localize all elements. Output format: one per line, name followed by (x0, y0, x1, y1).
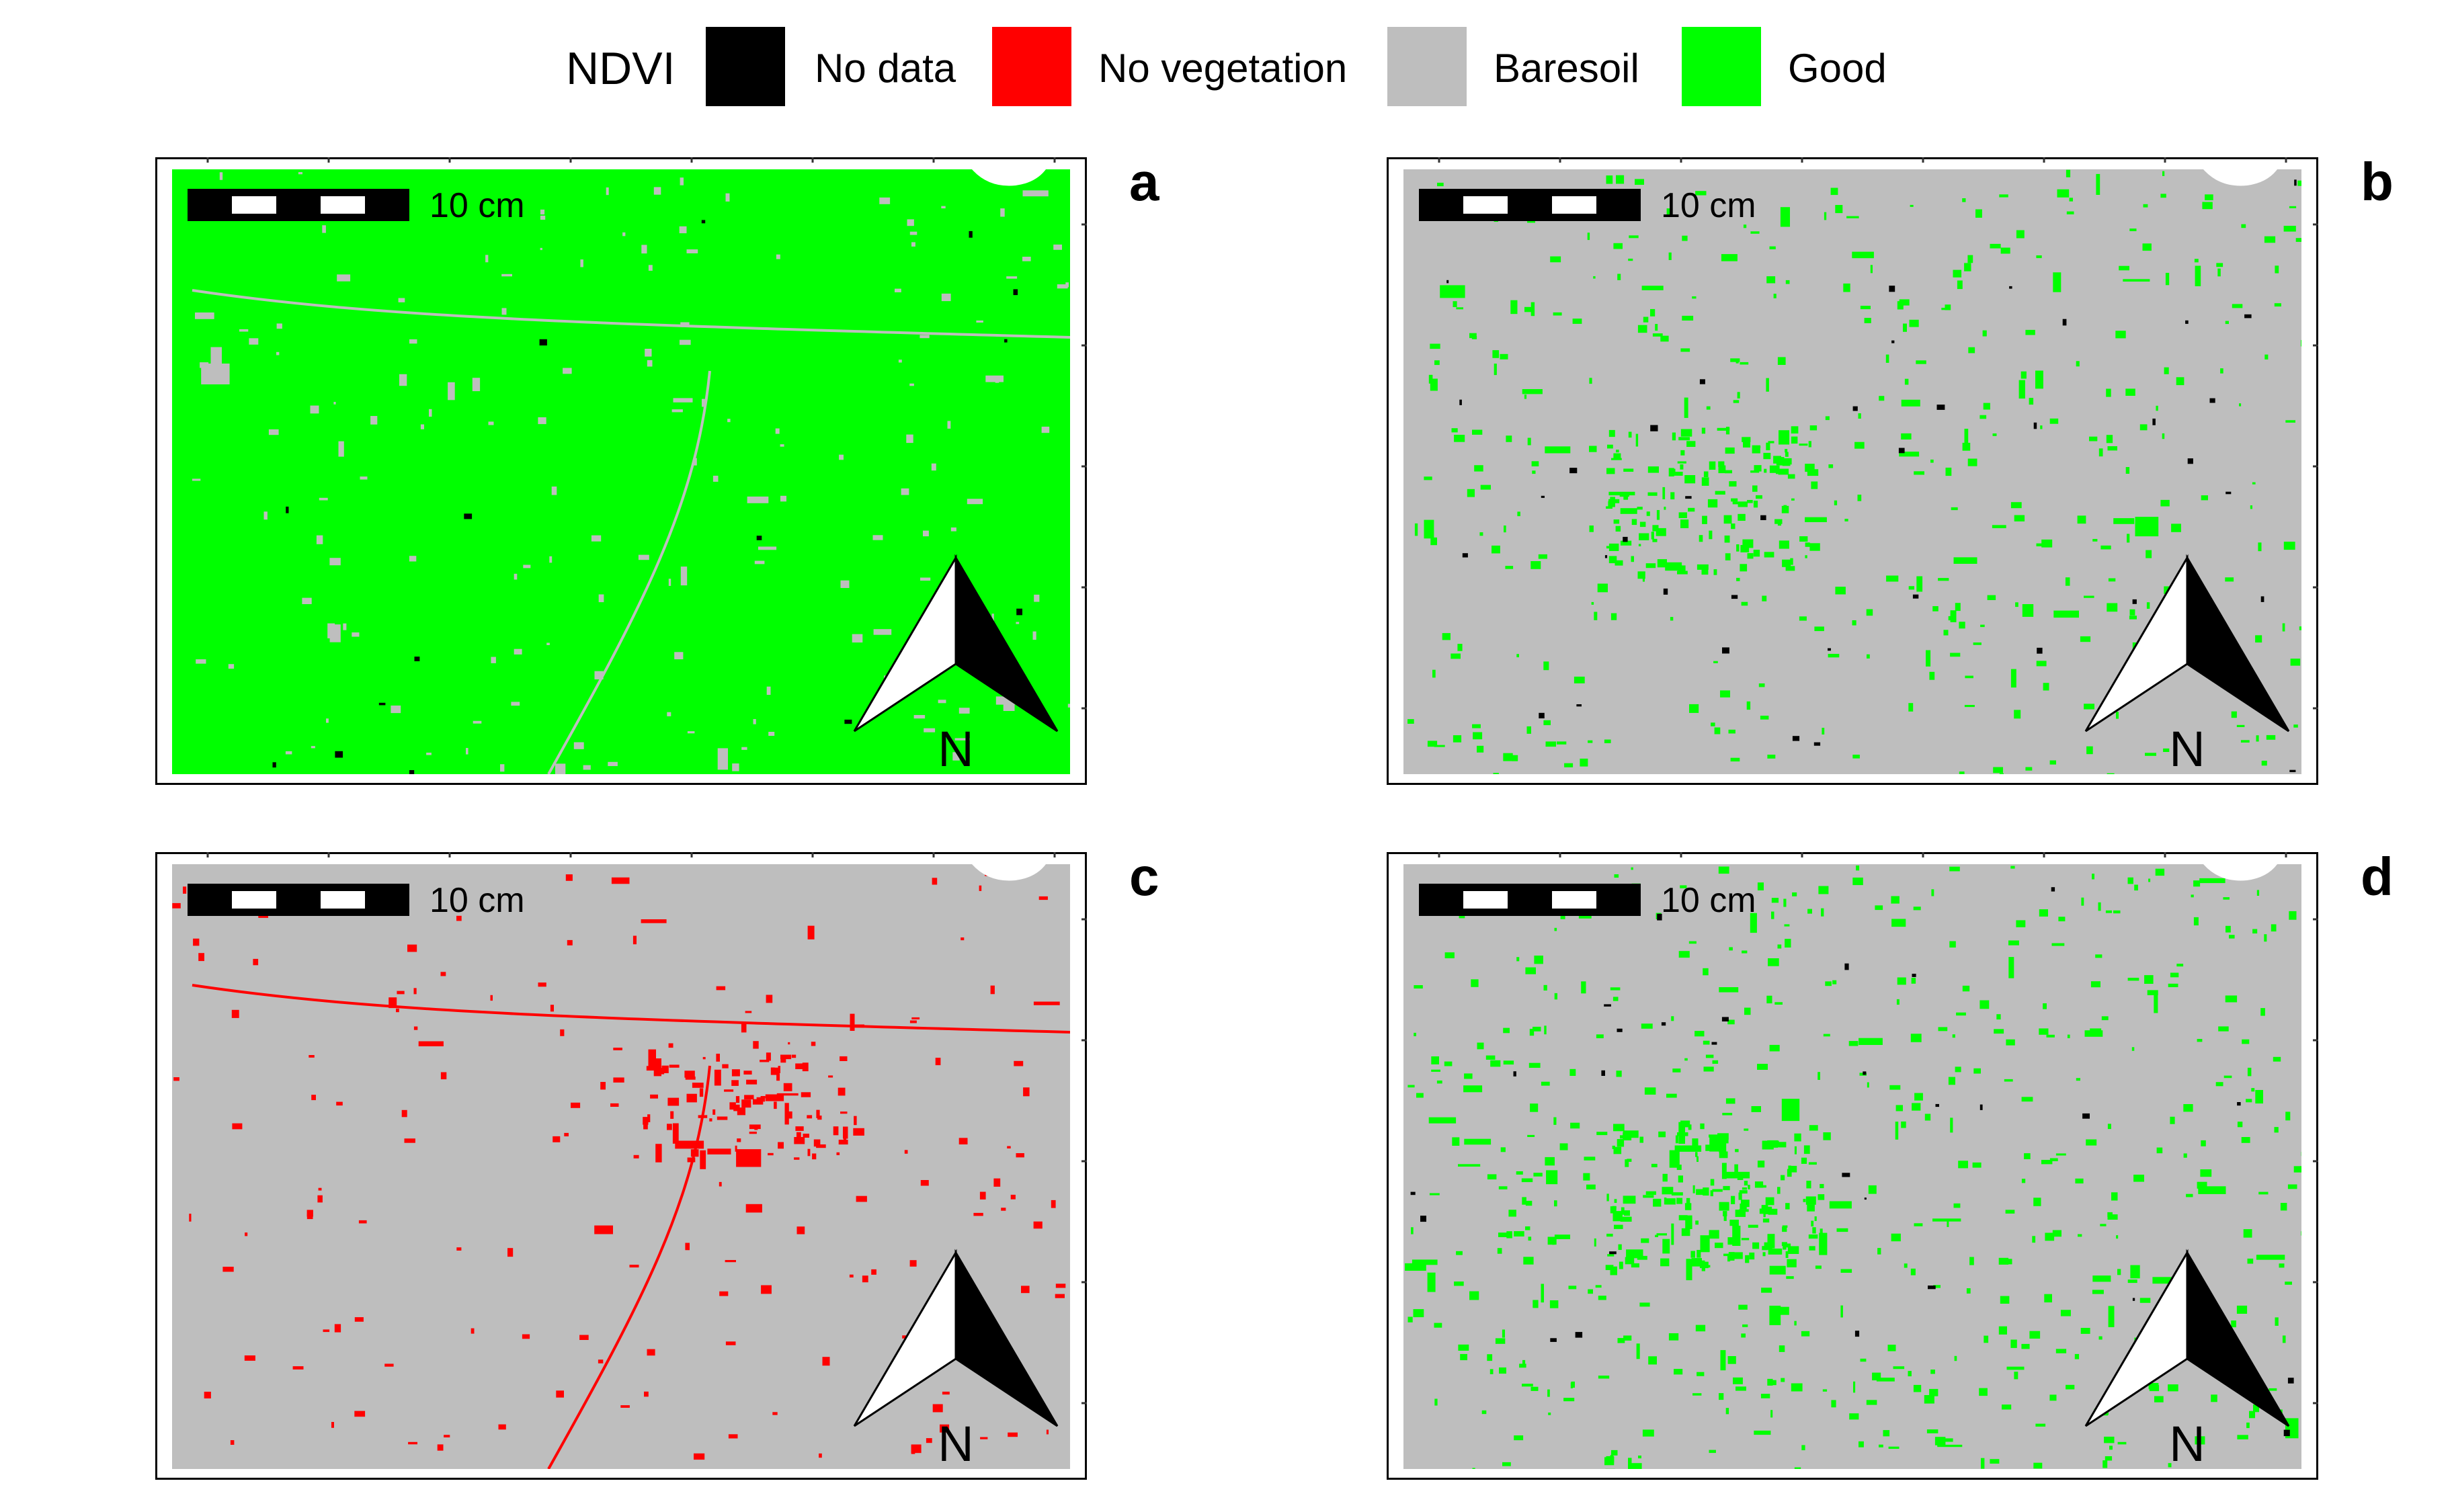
scale-bar-label: 10 cm (1661, 186, 1756, 225)
scale-bar: 10 cm (1419, 186, 1756, 225)
axis-ticks (1438, 157, 2318, 710)
north-label: N (938, 721, 973, 777)
legend-swatch-no-data (706, 27, 785, 106)
north-label: N (2169, 1416, 2205, 1472)
north-arrow: N (853, 1249, 1059, 1472)
scale-bar: 10 cm (188, 186, 525, 225)
map-raster (172, 169, 1070, 774)
scale-bar: 10 cm (188, 881, 525, 920)
legend-label-no-vegetation: No vegetation (1098, 46, 1348, 91)
map-svg-c: 10 cm N (155, 852, 1087, 1480)
legend-swatch-good (1682, 27, 1761, 106)
legend: NDVI No data No vegetation Baresoil Good (0, 27, 2450, 108)
panel-letter-c: c (1129, 847, 1159, 907)
panel-frame (155, 852, 1087, 1480)
map-panel-d: 10 cm N (1387, 852, 2318, 1480)
scale-bar-label: 10 cm (430, 881, 525, 920)
map-svg-b: 10 cm N (1387, 157, 2318, 785)
panel-frame (155, 157, 1087, 785)
north-arrow: N (2084, 554, 2290, 777)
panel-letter-b: b (2361, 152, 2394, 212)
panel-letter-d: d (2361, 847, 2394, 907)
legend-title: NDVI (566, 43, 676, 94)
panel-frame (1387, 157, 2318, 785)
north-arrow: N (853, 554, 1059, 777)
north-arrow: N (2084, 1249, 2290, 1472)
legend-swatch-no-vegetation (992, 27, 1071, 106)
legend-swatch-baresoil (1387, 27, 1467, 106)
map-raster (1403, 864, 2301, 1469)
legend-label-good: Good (1788, 46, 1887, 91)
map-panel-c: 10 cm N (155, 852, 1087, 1480)
scale-bar: 10 cm (1419, 881, 1756, 920)
legend-label-baresoil: Baresoil (1494, 46, 1639, 91)
axis-ticks (1438, 852, 2318, 1404)
scale-bar-label: 10 cm (430, 186, 525, 225)
panel-letter-a: a (1129, 152, 1159, 212)
legend-label-no-data: No data (815, 46, 956, 91)
map-raster (1403, 169, 2301, 774)
north-label: N (2169, 721, 2205, 777)
map-raster (172, 864, 1070, 1469)
map-svg-d: 10 cm N (1387, 852, 2318, 1480)
panel-frame (1387, 852, 2318, 1480)
axis-ticks (206, 157, 1087, 710)
scale-bar-label: 10 cm (1661, 881, 1756, 920)
map-panel-b: 10 cm N (1387, 157, 2318, 785)
north-label: N (938, 1416, 973, 1472)
axis-ticks (206, 852, 1087, 1404)
map-svg-a: 10 cm N (155, 157, 1087, 785)
map-panel-a: 10 cm N (155, 157, 1087, 785)
